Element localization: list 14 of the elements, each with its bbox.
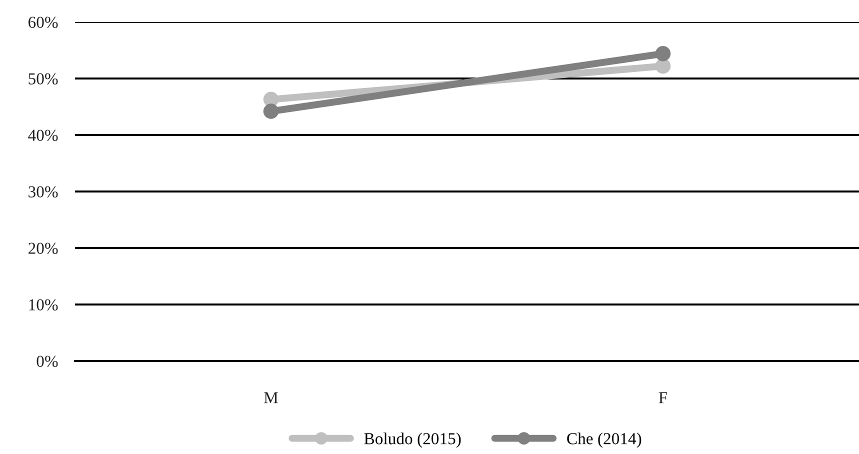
y-tick-label: 0% — [36, 356, 58, 367]
legend-label: Che (2014) — [567, 432, 642, 448]
x-tick-label: M — [264, 392, 278, 404]
point — [655, 46, 671, 62]
x-tick-label: F — [658, 392, 668, 404]
y-tick-label: 30% — [28, 186, 58, 198]
legend-label: Boludo (2015) — [364, 432, 461, 448]
point — [263, 104, 279, 119]
y-tick-label: 10% — [29, 299, 58, 310]
y-tick-label: 40% — [28, 130, 58, 141]
y-tick-label: 50% — [28, 73, 58, 84]
point — [655, 58, 671, 74]
y-tick-label: 60% — [28, 16, 58, 28]
y-tick-label: 20% — [28, 242, 58, 254]
